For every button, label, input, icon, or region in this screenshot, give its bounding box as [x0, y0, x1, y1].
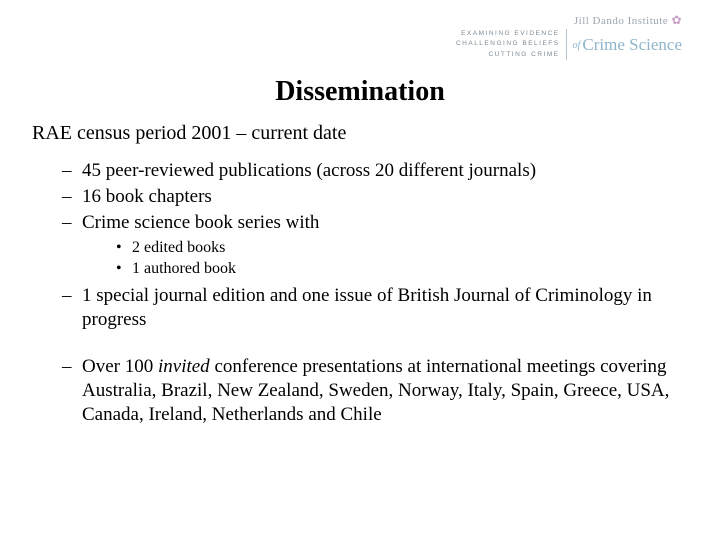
sub-list-item: 2 edited books: [116, 238, 688, 259]
list-item: Crime science book series with 2 edited …: [62, 211, 688, 280]
logo-crime-science: Crime Science: [582, 35, 682, 54]
text-pre: Over 100: [82, 356, 158, 377]
tagline-2: CHALLENGING BELIEFS: [456, 39, 560, 49]
logo-taglines: EXAMINING EVIDENCE CHALLENGING BELIEFS C…: [456, 29, 567, 60]
tagline-3: CUTTING CRIME: [456, 50, 560, 60]
list-item: 1 special journal edition and one issue …: [62, 284, 688, 332]
list-item-text: Crime science book series with: [82, 212, 319, 233]
main-list-2: Over 100 invited conference presentation…: [32, 355, 688, 426]
list-item: Over 100 invited conference presentation…: [62, 355, 688, 426]
sub-list: 2 edited books 1 authored book: [82, 238, 688, 280]
main-list: 45 peer-reviewed publications (across 20…: [32, 159, 688, 331]
list-item: 16 book chapters: [62, 185, 688, 209]
slide-title: Dissemination: [0, 76, 720, 108]
logo-of: of: [573, 40, 581, 51]
spacer: [32, 333, 688, 355]
flower-icon: ✿: [671, 13, 682, 27]
sub-list-item: 1 authored book: [116, 259, 688, 280]
institute-logo: Jill Dando Institute ✿ EXAMINING EVIDENC…: [456, 14, 682, 60]
tagline-1: EXAMINING EVIDENCE: [456, 29, 560, 39]
logo-name: Jill Dando Institute: [574, 15, 668, 27]
text-em: invited: [158, 356, 210, 377]
content-area: RAE census period 2001 – current date 45…: [32, 122, 688, 429]
logo-sub-row: EXAMINING EVIDENCE CHALLENGING BELIEFS C…: [456, 29, 682, 60]
logo-main: ofCrime Science: [573, 36, 682, 53]
logo-top-line: Jill Dando Institute ✿: [456, 14, 682, 27]
list-item: 45 peer-reviewed publications (across 20…: [62, 159, 688, 183]
lead-text: RAE census period 2001 – current date: [32, 122, 688, 145]
